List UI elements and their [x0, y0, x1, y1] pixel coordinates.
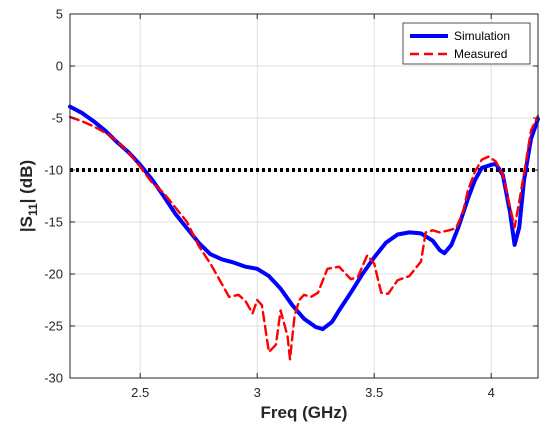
x-tick-label-3: 4 — [488, 385, 495, 400]
x-tick-label-2: 3.5 — [365, 385, 383, 400]
x-tick-label-0: 2.5 — [131, 385, 149, 400]
legend-label-simulation: Simulation — [454, 29, 510, 43]
y-tick-label-4: -15 — [44, 215, 63, 230]
legend-box — [402, 22, 531, 65]
series-line-measured — [68, 114, 540, 361]
y-tick-label-7: -30 — [44, 371, 63, 386]
x-axis-label: Freq (GHz) — [261, 403, 348, 422]
y-axis-label: |S11| (dB) — [17, 160, 40, 232]
y-axis-label-tail: | (dB) — [17, 160, 36, 203]
series-layer — [68, 104, 540, 361]
y-tick-label-5: -20 — [44, 267, 63, 282]
y-tick-label-1: 0 — [56, 59, 63, 74]
y-tick-label-6: -25 — [44, 319, 63, 334]
y-tick-label-2: -5 — [51, 111, 63, 126]
legend-label-measured: Measured — [454, 47, 507, 61]
y-axis-label-subscript: 11 — [26, 203, 40, 216]
legend: Simulation Measured — [402, 22, 531, 65]
plot-frame — [69, 13, 539, 379]
x-tick-label-1: 3 — [254, 385, 261, 400]
ticks: 2.5 3 3.5 4 5 0 -5 -10 -15 -20 -25 -30 — [44, 7, 538, 400]
y-tick-label-3: -10 — [44, 163, 63, 178]
y-axis-label-main: |S — [17, 216, 36, 232]
y-tick-label-0: 5 — [56, 7, 63, 22]
series-line-simulation — [68, 104, 540, 332]
